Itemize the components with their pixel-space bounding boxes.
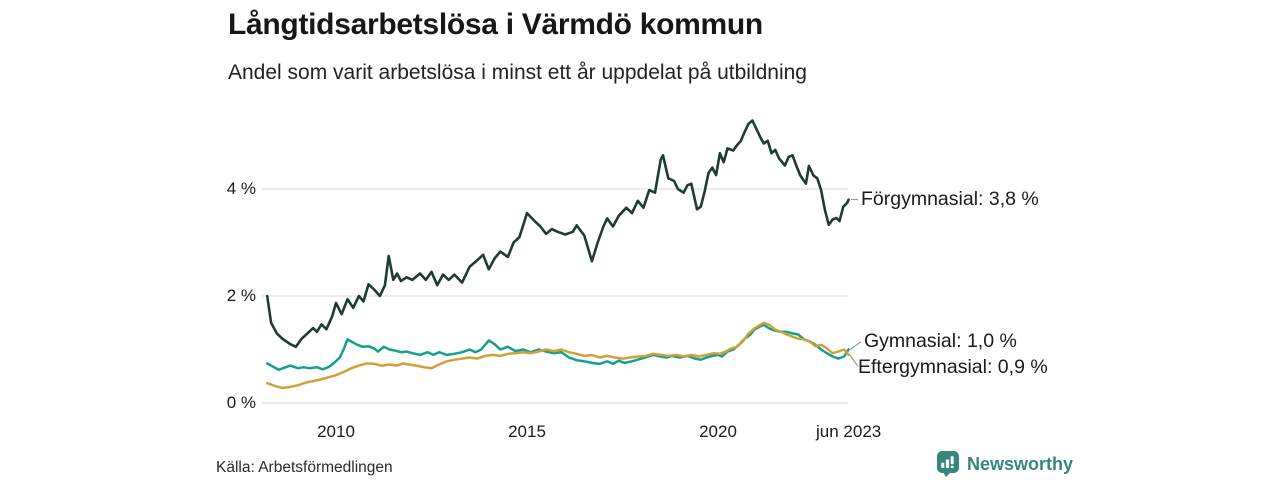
connector-gymnasial <box>849 341 862 351</box>
chart-title: Långtidsarbetslösa i Värmdö kommun <box>228 8 763 41</box>
series-end-label-gymnasial: Gymnasial: 1,0 % <box>864 330 1017 352</box>
y-axis-tick-4pct: 4 % <box>226 179 256 198</box>
y-axis-tick-0pct: 0 % <box>226 393 256 412</box>
label-connectors <box>849 198 862 367</box>
x-axis-tick-jun-2023: jun 2023 <box>816 422 882 441</box>
x-axis-tick-2015: 2015 <box>508 422 546 441</box>
newsworthy-brand-name: Newsworthy <box>967 453 1074 474</box>
series-end-label-eftergymnasial: Eftergymnasial: 0,9 % <box>858 356 1048 378</box>
series-line-forgymnasial <box>265 119 850 349</box>
series-end-label-forgymnasial: Förgymnasial: 3,8 % <box>861 188 1039 210</box>
newsworthy-brand: Newsworthy <box>936 450 1073 477</box>
series-line-gymnasial <box>265 323 850 372</box>
chart-subtitle: Andel som varit arbetslösa i minst ett å… <box>228 61 807 84</box>
x-axis-tick-2020: 2020 <box>699 422 737 441</box>
connector-eftergymnasial <box>849 354 859 367</box>
series-line-eftergymnasial <box>265 321 850 390</box>
x-axis-tick-2010: 2010 <box>317 422 355 441</box>
newsworthy-logo-icon <box>937 451 959 477</box>
y-axis-tick-2pct: 2 % <box>226 286 256 305</box>
source-attribution: Källa: Arbetsförmedlingen <box>216 459 393 476</box>
gridlines <box>262 188 848 404</box>
